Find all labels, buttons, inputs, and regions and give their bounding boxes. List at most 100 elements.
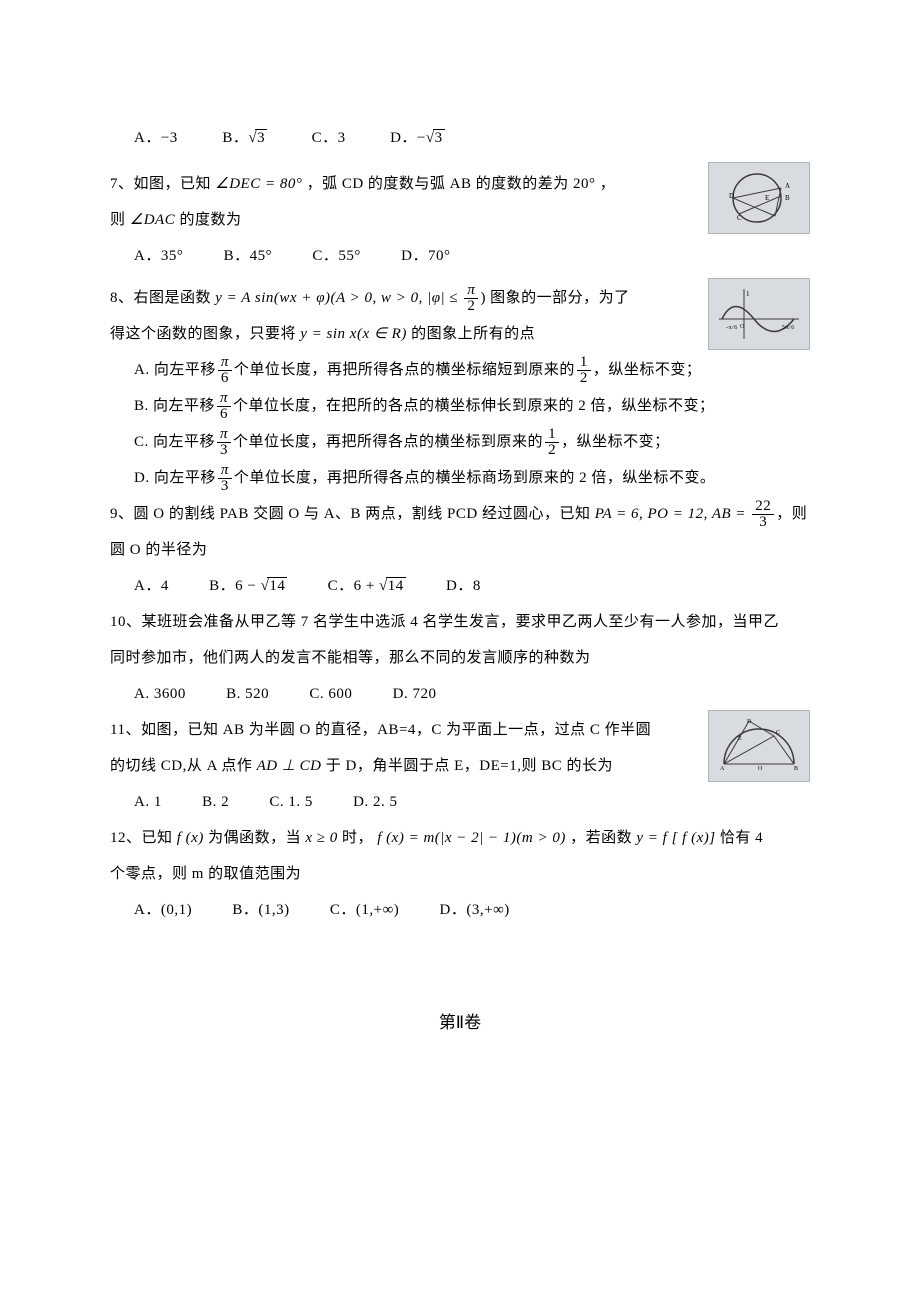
q12-y: y = f [ f (x)] — [636, 830, 715, 846]
q11-d: 2. 5 — [373, 794, 398, 810]
q6-c-val: 3 — [338, 130, 346, 146]
q8-db: 个单位长度，再把所得各点的横坐标商场到原来的 2 倍，纵坐标不变。 — [234, 470, 716, 486]
q6-opt-b: B．√3 — [222, 120, 267, 156]
q7-options: A．35° B．45° C．55° D．70° — [110, 238, 810, 274]
svg-text:E: E — [765, 194, 770, 202]
q11-ld: D. — [353, 794, 373, 810]
q9-lb: B． — [209, 578, 235, 594]
q8-lb: B. — [134, 398, 153, 414]
q10-la: A. — [134, 686, 154, 702]
q9-br: 14 — [267, 577, 287, 594]
q12-b: (1,3) — [258, 902, 289, 918]
q8-bb: 个单位长度，在把所的各点的横坐标伸长到原来的 2 倍，纵坐标不变； — [233, 398, 715, 414]
q8-ac: ，纵坐标不变； — [593, 362, 702, 378]
q12-eq: f (x) = m(|x − 2| − 1)(m > 0) — [377, 830, 566, 846]
q9-a: 4 — [161, 578, 169, 594]
label-d: D． — [390, 130, 417, 146]
q11-opt-d: D. 2. 5 — [353, 784, 397, 820]
q12-sd: ，若函数 — [570, 830, 632, 846]
q11-l2b: 于 D，角半圆于点 E，DE=1,则 BC 的长为 — [326, 758, 613, 774]
q8-da: 向左平移 — [154, 470, 216, 486]
q9-stem-line2: 圆 O 的半径为 — [110, 532, 810, 568]
q6-opt-d: D．−√3 — [390, 120, 445, 156]
q8-opt-a: A. 向左平移π6个单位长度，再把所得各点的横坐标缩短到原来的12，纵坐标不变； — [110, 352, 810, 388]
q7-b: 45° — [250, 248, 273, 264]
q6-d-pre: − — [417, 130, 426, 146]
q11-line2: 的切线 CD,从 A 点作 AD ⊥ CD 于 D，角半圆于点 E，DE=1,则… — [110, 748, 810, 784]
q7-d: 70° — [428, 248, 451, 264]
q8-ab: 个单位长度，再把所得各点的横坐标缩短到原来的 — [234, 362, 575, 378]
svg-text:D: D — [747, 719, 752, 725]
q12-opt-c: C．(1,+∞) — [330, 892, 399, 928]
q11-a: 1 — [154, 794, 162, 810]
q7-opt-a: A．35° — [134, 238, 183, 274]
q8-fd: 2 — [464, 299, 478, 314]
q8-l2b: 的图象上所有的点 — [411, 326, 535, 342]
q8-ad: 6 — [218, 371, 232, 386]
q12-options: A．(0,1) B．(1,3) C．(1,+∞) D．(3,+∞) — [110, 892, 810, 928]
q11-c: 1. 5 — [288, 794, 313, 810]
q8-opt-b: B. 向左平移π6个单位长度，在把所的各点的横坐标伸长到原来的 2 倍，纵坐标不… — [110, 388, 810, 424]
q9-ld: D． — [446, 578, 473, 594]
q8-func2: y = sin x(x ∈ R) — [300, 326, 407, 342]
q12-lb: B． — [232, 902, 258, 918]
q7-line2-b: 的度数为 — [179, 212, 241, 228]
q9-options: A．4 B．6 − √14 C．6 + √14 D．8 — [110, 568, 810, 604]
q8-bn: π — [217, 391, 231, 407]
q10-l2: 同时参加市，他们两人的发言不能相等，那么不同的发言顺序的种数为 — [110, 650, 591, 666]
q6-b-rad: 3 — [255, 129, 267, 146]
q12-fx: f (x) — [177, 830, 204, 846]
q7-c: 55° — [338, 248, 361, 264]
q9-sa: 9、圆 O 的割线 PAB 交圆 O 与 A、B 两点，割线 PCD 经过圆心，… — [110, 506, 591, 522]
q6-options: A．−3 B．√3 C．3 D．−√3 — [110, 120, 810, 156]
q12-sa: 12、已知 — [110, 830, 173, 846]
q9-la: A． — [134, 578, 161, 594]
q11-lb: B. — [202, 794, 221, 810]
q9-opt-d: D．8 — [446, 568, 481, 604]
svg-text:1: 1 — [746, 290, 750, 298]
q7-opt-b: B．45° — [224, 238, 273, 274]
label-c: C． — [312, 130, 338, 146]
q8-opt-d: D. 向左平移π3个单位长度，再把所得各点的横坐标商场到原来的 2 倍，纵坐标不… — [110, 460, 810, 496]
q9-stem-line1: 9、圆 O 的割线 PAB 交圆 O 与 A、B 两点，割线 PCD 经过圆心，… — [110, 496, 810, 532]
q8-ba: 向左平移 — [153, 398, 215, 414]
q8-ad2: 2 — [577, 371, 591, 386]
q8-lc: C. — [134, 434, 153, 450]
q10-ld: D. — [393, 686, 413, 702]
q8-dd: 3 — [218, 479, 232, 494]
q10-lb: B. — [226, 686, 245, 702]
label-b: B． — [222, 130, 248, 146]
q8-func: y = A sin(wx + φ)(A > 0, w > 0, |φ| ≤ — [215, 290, 462, 306]
q7-line2-a: 则 — [110, 212, 126, 228]
q9-cr: 14 — [386, 577, 406, 594]
q7-stem-line1: 7、如图，已知 ∠DEC = 80° ，弧 CD 的度数与弧 AB 的度数的差为… — [110, 166, 810, 202]
q9-d: 8 — [473, 578, 481, 594]
q10-line2: 同时参加市，他们两人的发言不能相等，那么不同的发言顺序的种数为 — [110, 640, 810, 676]
q8-stem-line1: 8、右图是函数 y = A sin(wx + φ)(A > 0, w > 0, … — [110, 280, 810, 316]
q10-opt-b: B. 520 — [226, 676, 269, 712]
q8-sa: 8、右图是函数 — [110, 290, 211, 306]
q7-stem-line2: 则 ∠DAC 的度数为 — [110, 202, 810, 238]
q12-opt-b: B．(1,3) — [232, 892, 289, 928]
q8-stem-line2: 得这个函数的图象，只要将 y = sin x(x ∈ R) 的图象上所有的点 — [110, 316, 810, 352]
q8-sb: ) 图象的一部分，为了 — [480, 290, 629, 306]
q8-an: π — [218, 355, 232, 371]
q12-sc: 时， — [342, 830, 373, 846]
q11-b: 2 — [221, 794, 229, 810]
q10-d: 720 — [412, 686, 436, 702]
q6-a-val: −3 — [161, 130, 178, 146]
q12-se: 恰有 4 — [720, 830, 763, 846]
q6-d-rad: 3 — [433, 129, 445, 146]
q11-l2a: 的切线 CD,从 A 点作 — [110, 758, 252, 774]
q6-opt-c: C．3 — [312, 120, 346, 156]
exam-page: A．−3 B．√3 C．3 D．−√3 7、如图，已知 ∠DEC = 80° ，… — [0, 0, 920, 1302]
q11-perp: AD ⊥ CD — [257, 758, 322, 774]
q9-opt-b: B．6 − √14 — [209, 568, 287, 604]
q8-cb: 个单位长度，再把所得各点的横坐标到原来的 — [233, 434, 543, 450]
q8-opt-c: C. 向左平移π3个单位长度，再把所得各点的横坐标到原来的12，纵坐标不变； — [110, 424, 810, 460]
svg-text:B: B — [785, 194, 790, 202]
q8-la: A. — [134, 362, 154, 378]
q10-b: 520 — [245, 686, 269, 702]
q11-l1: 11、如图，已知 AB 为半圆 O 的直径，AB=4，C 为平面上一点，过点 C… — [110, 722, 651, 738]
q7-stem-a: 7、如图，已知 — [110, 176, 211, 192]
